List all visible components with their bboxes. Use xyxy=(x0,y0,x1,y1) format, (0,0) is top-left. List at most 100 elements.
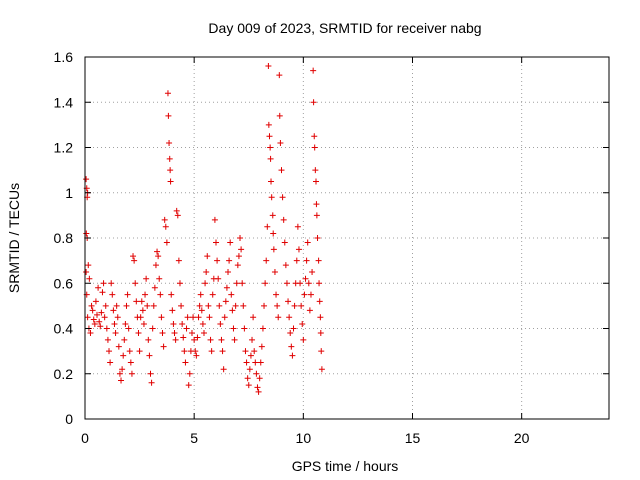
data-point xyxy=(172,336,179,343)
data-point xyxy=(191,336,198,343)
data-point xyxy=(200,330,207,337)
data-point xyxy=(126,348,133,355)
y-tick-label: 1.2 xyxy=(54,140,74,156)
data-point xyxy=(221,314,228,321)
data-point xyxy=(86,275,93,282)
data-point xyxy=(311,133,318,140)
data-point xyxy=(250,314,257,321)
data-point xyxy=(162,223,169,230)
data-point xyxy=(276,72,283,79)
data-point xyxy=(98,309,105,316)
data-point xyxy=(266,133,273,140)
data-point xyxy=(216,302,223,309)
data-point xyxy=(128,370,135,377)
data-point xyxy=(96,318,103,325)
data-point xyxy=(302,275,309,282)
data-point xyxy=(218,336,225,343)
data-point xyxy=(239,280,246,287)
data-point xyxy=(315,257,322,264)
data-point xyxy=(265,121,272,128)
data-point xyxy=(195,314,202,321)
data-point xyxy=(99,289,106,296)
data-point xyxy=(268,178,275,185)
data-point xyxy=(257,359,264,366)
data-point xyxy=(159,330,166,337)
data-point xyxy=(83,230,90,237)
data-point xyxy=(142,291,149,298)
data-point xyxy=(144,302,151,309)
data-point xyxy=(183,325,190,332)
data-point xyxy=(207,336,214,343)
data-point xyxy=(138,298,145,305)
data-point xyxy=(94,311,101,318)
data-point xyxy=(106,348,113,355)
data-point xyxy=(316,280,323,287)
data-point xyxy=(158,314,165,321)
data-point xyxy=(276,112,283,119)
data-point xyxy=(312,167,319,174)
data-point xyxy=(132,280,139,287)
y-tick-label: 0.6 xyxy=(54,275,74,291)
data-point xyxy=(202,280,209,287)
data-point xyxy=(235,253,242,260)
data-point xyxy=(313,201,320,208)
data-point xyxy=(316,298,323,305)
data-point xyxy=(301,291,308,298)
data-point xyxy=(199,320,206,327)
data-point xyxy=(109,291,116,298)
data-point xyxy=(295,246,302,253)
data-point xyxy=(127,359,134,366)
data-point xyxy=(255,388,262,395)
data-point xyxy=(271,268,278,275)
data-point xyxy=(163,239,170,246)
data-point xyxy=(165,112,172,119)
data-point xyxy=(178,302,185,309)
data-point xyxy=(182,359,189,366)
data-point xyxy=(107,359,114,366)
x-tick-label: 15 xyxy=(405,430,421,446)
y-tick-label: 0.4 xyxy=(54,321,74,337)
data-point xyxy=(230,325,237,332)
data-point xyxy=(287,330,294,337)
data-point xyxy=(176,280,183,287)
data-point xyxy=(84,314,91,321)
data-point xyxy=(136,348,143,355)
data-point xyxy=(119,366,126,373)
data-point xyxy=(222,298,229,305)
data-point xyxy=(133,298,140,305)
data-point xyxy=(306,307,313,314)
data-point xyxy=(101,314,108,321)
data-point xyxy=(186,370,193,377)
data-point xyxy=(225,268,232,275)
x-tick-label: 0 xyxy=(81,430,89,446)
data-point xyxy=(267,155,274,162)
x-tick-label: 20 xyxy=(514,430,530,446)
data-point xyxy=(283,280,290,287)
x-tick-label: 10 xyxy=(296,430,312,446)
data-point xyxy=(145,336,152,343)
data-point xyxy=(252,359,259,366)
data-point xyxy=(279,194,286,201)
data-point xyxy=(263,257,270,264)
axis-ticks xyxy=(84,56,609,420)
data-point xyxy=(307,291,314,298)
data-point xyxy=(270,230,277,237)
data-point xyxy=(268,194,275,201)
data-point xyxy=(198,307,205,314)
data-point xyxy=(103,325,110,332)
data-point xyxy=(285,298,292,305)
data-point xyxy=(203,268,210,275)
data-point xyxy=(280,216,287,223)
data-point xyxy=(108,280,115,287)
data-point xyxy=(310,99,317,106)
tick-labels: 0 5 10 15 20 0 0.2 0.4 0.6 0.8 1 1.2 1.4 1.6 xyxy=(54,49,530,446)
data-point xyxy=(137,314,144,321)
data-point xyxy=(146,352,153,359)
data-point xyxy=(112,330,119,337)
data-point xyxy=(299,320,306,327)
data-point xyxy=(124,291,131,298)
data-point xyxy=(288,343,295,350)
data-point xyxy=(111,320,118,327)
data-point xyxy=(253,370,260,377)
data-point xyxy=(277,139,284,146)
